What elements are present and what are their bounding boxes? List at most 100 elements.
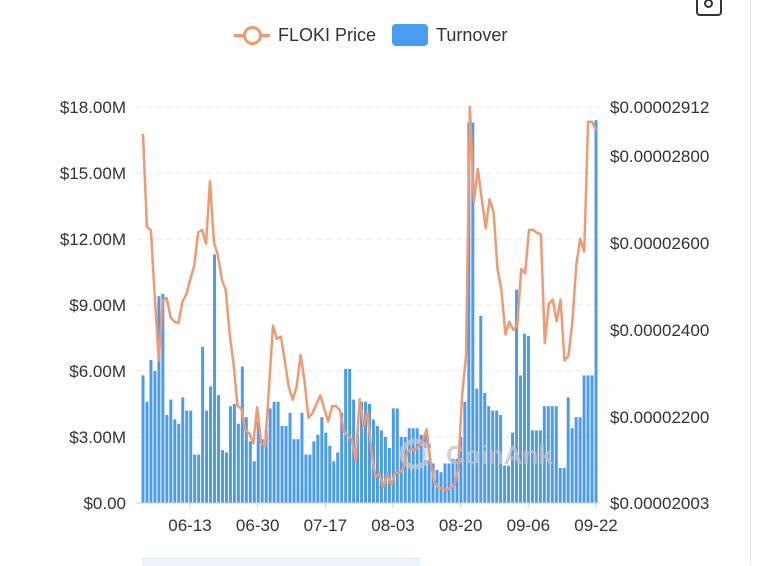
turnover-bar [244, 417, 248, 503]
turnover-bar [558, 467, 562, 503]
turnover-bar [586, 375, 590, 503]
turnover-bar [236, 423, 240, 503]
turnover-bar [519, 375, 522, 503]
turnover-bar [475, 388, 479, 503]
turnover-bar [141, 375, 145, 503]
turnover-bar [447, 463, 451, 503]
turnover-bar [526, 335, 530, 503]
turnover-bar [387, 448, 391, 503]
y-left-tick-label: $0.00 [83, 494, 126, 513]
turnover-bar [304, 454, 308, 503]
turnover-bar [499, 415, 503, 503]
turnover-bar [368, 404, 371, 503]
y-right-tick-label: $0.00002912 [610, 98, 709, 117]
x-tick-label: 07-17 [304, 516, 347, 535]
chart-legend: FLOKI Price Turnover [234, 22, 523, 48]
turnover-bar [562, 467, 566, 503]
chart-panel: FLOKI Price Turnover CoinAnk $0.00 $3.00M… [59, 0, 722, 566]
turnover-bar [157, 296, 161, 503]
bars-layer [141, 120, 598, 504]
turnover-bar [177, 423, 181, 503]
y-right-tick-label: $0.00002800 [610, 147, 709, 166]
turnover-bar [483, 393, 487, 503]
turnover-bar [161, 294, 165, 503]
y-left-tick-label: $12.00M [60, 230, 126, 249]
turnover-bar [300, 412, 304, 503]
turnover-bar [320, 417, 324, 503]
turnover-bar [427, 443, 431, 503]
turnover-bar [336, 452, 340, 503]
turnover-bar [145, 401, 149, 503]
x-tick-label: 09-06 [507, 516, 550, 535]
y-left-tick-label: $3.00M [69, 428, 126, 447]
grid-layer [136, 106, 600, 438]
turnover-bar [217, 395, 220, 503]
turnover-bar [511, 432, 515, 503]
range-slider[interactable] [142, 558, 420, 566]
price-line [141, 105, 598, 492]
y-left-tick-label: $6.00M [69, 362, 126, 381]
turnover-bar [356, 434, 360, 503]
turnover-bar [149, 360, 153, 503]
turnover-bar [487, 406, 491, 503]
x-tick-label: 09-22 [574, 516, 617, 535]
y-left-tick-label: $18.00M [60, 98, 126, 117]
turnover-bar [522, 333, 526, 503]
turnover-bar [228, 406, 232, 503]
turnover-bar [582, 375, 586, 503]
turnover-bar [193, 454, 197, 503]
y-left-tick-label: $15.00M [60, 164, 126, 183]
legend-price-label: FLOKI Price [278, 24, 377, 45]
turnover-bar [197, 454, 201, 503]
turnover-bar [312, 441, 316, 503]
turnover-bar [479, 316, 483, 503]
turnover-bar [360, 401, 364, 503]
turnover-bar [153, 371, 157, 503]
legend-item-price[interactable]: FLOKI Price [234, 24, 376, 46]
turnover-bar [590, 375, 594, 503]
y-right-tick-label: $0.00002200 [610, 408, 709, 427]
watermark-layer: CoinAnk [399, 438, 553, 470]
legend-turnover-label: Turnover [436, 24, 508, 45]
turnover-bar [467, 122, 471, 504]
turnover-bar [554, 406, 558, 503]
turnover-bar [169, 399, 173, 503]
turnover-bar [375, 426, 379, 503]
price-turnover-chart: CoinAnk $0.00 $3.00M $6.00M $9.00M $12.00M $1… [60, 98, 709, 535]
y-right-tick-label: $0.00002003 [610, 494, 709, 513]
watermark-text: CoinAnk [446, 440, 553, 470]
turnover-bar [173, 419, 177, 503]
turnover-bar [220, 450, 224, 503]
turnover-bar [288, 412, 292, 503]
turnover-bar [395, 408, 399, 503]
turnover-bar [383, 437, 387, 503]
turnover-bar [280, 426, 284, 503]
turnover-bar [213, 254, 217, 503]
turnover-bar [284, 426, 288, 503]
turnover-bar [507, 465, 511, 503]
turnover-bar [471, 122, 475, 504]
turnover-bar [328, 445, 332, 503]
turnover-bar [538, 430, 542, 503]
turnover-bar [185, 410, 189, 503]
legend-item-turnover[interactable]: Turnover [392, 24, 507, 46]
turnover-bar [495, 410, 499, 503]
turnover-bar [419, 434, 423, 503]
turnover-bar [264, 430, 268, 503]
line-marker-icon [234, 24, 270, 46]
turnover-bar [503, 465, 507, 503]
turnover-bar [224, 452, 228, 503]
turnover-bar [181, 397, 185, 503]
turnover-bar [574, 417, 578, 503]
turnover-bar [443, 463, 447, 503]
camera-icon[interactable] [696, 0, 722, 16]
turnover-bar [515, 289, 519, 503]
turnover-bar [491, 410, 495, 503]
turnover-bar [570, 428, 574, 503]
turnover-bar [232, 404, 236, 503]
x-tick-label: 08-03 [371, 516, 414, 535]
line-layer [141, 105, 598, 492]
y-left-tick-label: $9.00M [69, 296, 126, 315]
turnover-bar [566, 397, 570, 503]
turnover-bar [268, 408, 272, 503]
